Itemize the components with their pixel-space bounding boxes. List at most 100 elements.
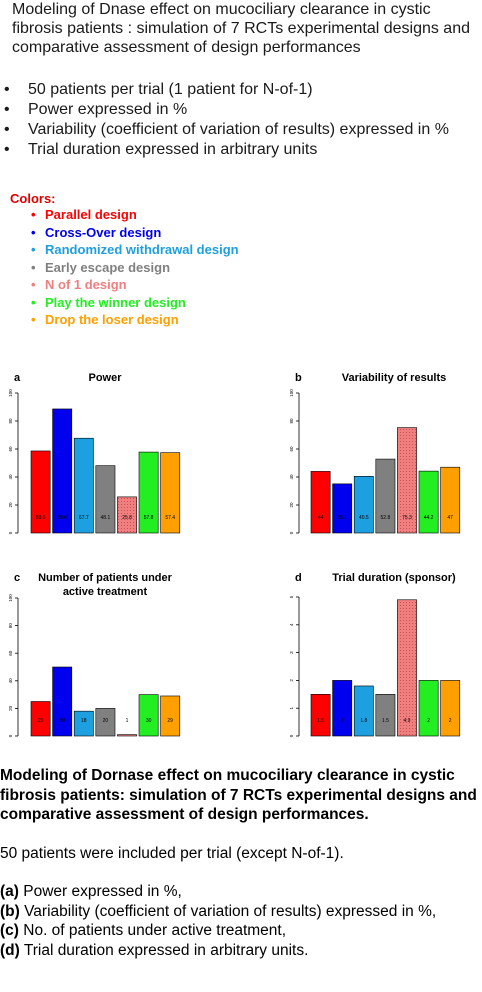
chart-title-line: Number of patients under [38,572,173,584]
bullet-item: • Variability (coefficient of variation o… [4,121,449,138]
legend-item: • Cross-Over design [31,224,239,242]
summary-bullets: • 50 patients per trial (1 patient for N-… [4,80,480,160]
bar-value-label: 57.4 [165,515,175,521]
legend-label: Play the winner design [45,294,186,310]
legend-item: • Early escape design [31,259,239,277]
y-tick-label: 3 [289,651,294,654]
y-tick-label: 60 [289,446,294,452]
y-tick-label: 5 [289,595,294,598]
legend-bullet: • [31,224,36,240]
bar [418,470,439,534]
y-tick-label: 80 [8,418,13,424]
chart-title-line: active treatment [63,586,148,598]
bar-value-label: 2 [341,718,344,724]
bar-value-label: 50 [59,718,65,724]
bar [332,680,353,737]
y-tick-label: 40 [8,678,13,684]
caption-item: (c) No. of patients under active treatme… [0,922,287,939]
panel-letter: c [14,572,20,584]
bar [30,701,51,737]
y-tick-label: 4 [289,623,294,626]
bar-value-label: 30 [146,718,152,724]
bar-value-label: 1.5 [317,718,324,724]
bar [332,483,353,534]
legend-item: • Play the winner design [31,294,239,312]
bar [30,450,51,534]
bullet-item: • Trial duration expressed in arbitrary u… [4,141,318,158]
panel-letter: a [14,372,21,384]
caption-heading: Modeling of Dornase effect on mucociliar… [0,767,477,823]
bar [397,599,417,737]
legend-label: Drop the loser design [45,312,179,327]
y-tick-label: 1 [289,706,294,709]
y-tick-label: 20 [289,502,294,508]
bar-value-label: 2 [449,718,452,724]
bar-value-label: 67.7 [79,515,89,521]
bar [52,666,73,737]
bar [353,476,374,534]
legend-bullet: • [31,242,36,257]
bar [375,694,396,737]
y-tick-label: 20 [8,705,13,711]
chart-title: Variability of results [342,372,447,384]
bar-value-label: 25 [38,718,44,724]
bar-value-label: 48.1 [101,515,111,521]
caption-item: (b) Variability (coefficient of variatio… [0,902,437,920]
bar-value-label: 44.2 [424,515,434,521]
legend-item: • Drop the loser design [31,311,239,329]
bar-value-label: 4.9 [404,718,411,724]
legend-item: • N of 1 design [31,276,239,294]
bar-value-label: 44 [318,515,324,521]
figure-title: Modeling of Dnase effect on mucociliary … [12,1,470,56]
legend-label: Parallel design [45,207,137,222]
bar [160,695,181,737]
panel-letter: d [295,572,302,584]
bar [73,710,94,737]
figure-caption: Modeling of Dornase effect on mucociliar… [0,766,480,960]
legend-item: • Parallel design [31,206,239,224]
y-tick-label: 60 [8,446,13,452]
bar-value-label: 40.5 [359,515,369,521]
bar [160,452,181,534]
bar-value-label: 29 [167,718,173,724]
legend-bullet: • [31,207,36,222]
bar-value-label: 1.8 [360,718,367,724]
y-tick-label: 80 [289,418,294,424]
legend-bullet: • [31,312,36,327]
y-tick-label: 80 [8,623,13,629]
bar-value-label: 88.6 [57,515,67,521]
legend-bullet: • [31,277,36,292]
bar-value-label: 75.3 [402,515,412,521]
y-tick-label: 100 [289,389,294,397]
bar-value-label: 57.8 [144,515,154,521]
bar-value-label: 2 [427,718,430,724]
bar [418,680,439,737]
chart-panel-a: a Power 0 20 40 60 80 100 58.6 88.6 67.7 48.1 25.8 57… [8,372,181,534]
bar [440,466,461,534]
y-tick-label: 0 [8,531,13,534]
bar-value-label: 52.8 [381,515,391,521]
y-tick-label: 0 [8,734,13,737]
y-tick-label: 40 [289,474,294,480]
bullet-item: • 50 patients per trial (1 patient for N-… [4,81,313,98]
bar [95,708,116,737]
bar-value-label: 18 [81,718,87,724]
y-tick-label: 0 [289,531,294,534]
chart-title: Power [88,372,122,384]
chart-panel-b: b Variability of results 0 20 40 60 80 100 44 35.… [289,372,461,534]
legend-bullet: • [31,259,36,275]
caption-item: (d) Trial duration expressed in arbitrar… [0,941,309,959]
bar [52,408,73,534]
bar [440,680,461,737]
bar-value-label: 35.1 [337,515,347,521]
legend-label: Cross-Over design [45,224,162,240]
bar [397,427,417,534]
color-legend: • Parallel design • Cross-Over design • Rando… [31,206,239,329]
chart-title: Trial duration (sponsor) [332,572,456,584]
legend-item: • Randomized withdrawal design [31,241,239,259]
bar [375,458,396,534]
bullet-item: • Power expressed in % [4,101,188,118]
bar [353,685,374,737]
y-tick-label: 0 [289,734,294,737]
bar [310,471,331,534]
